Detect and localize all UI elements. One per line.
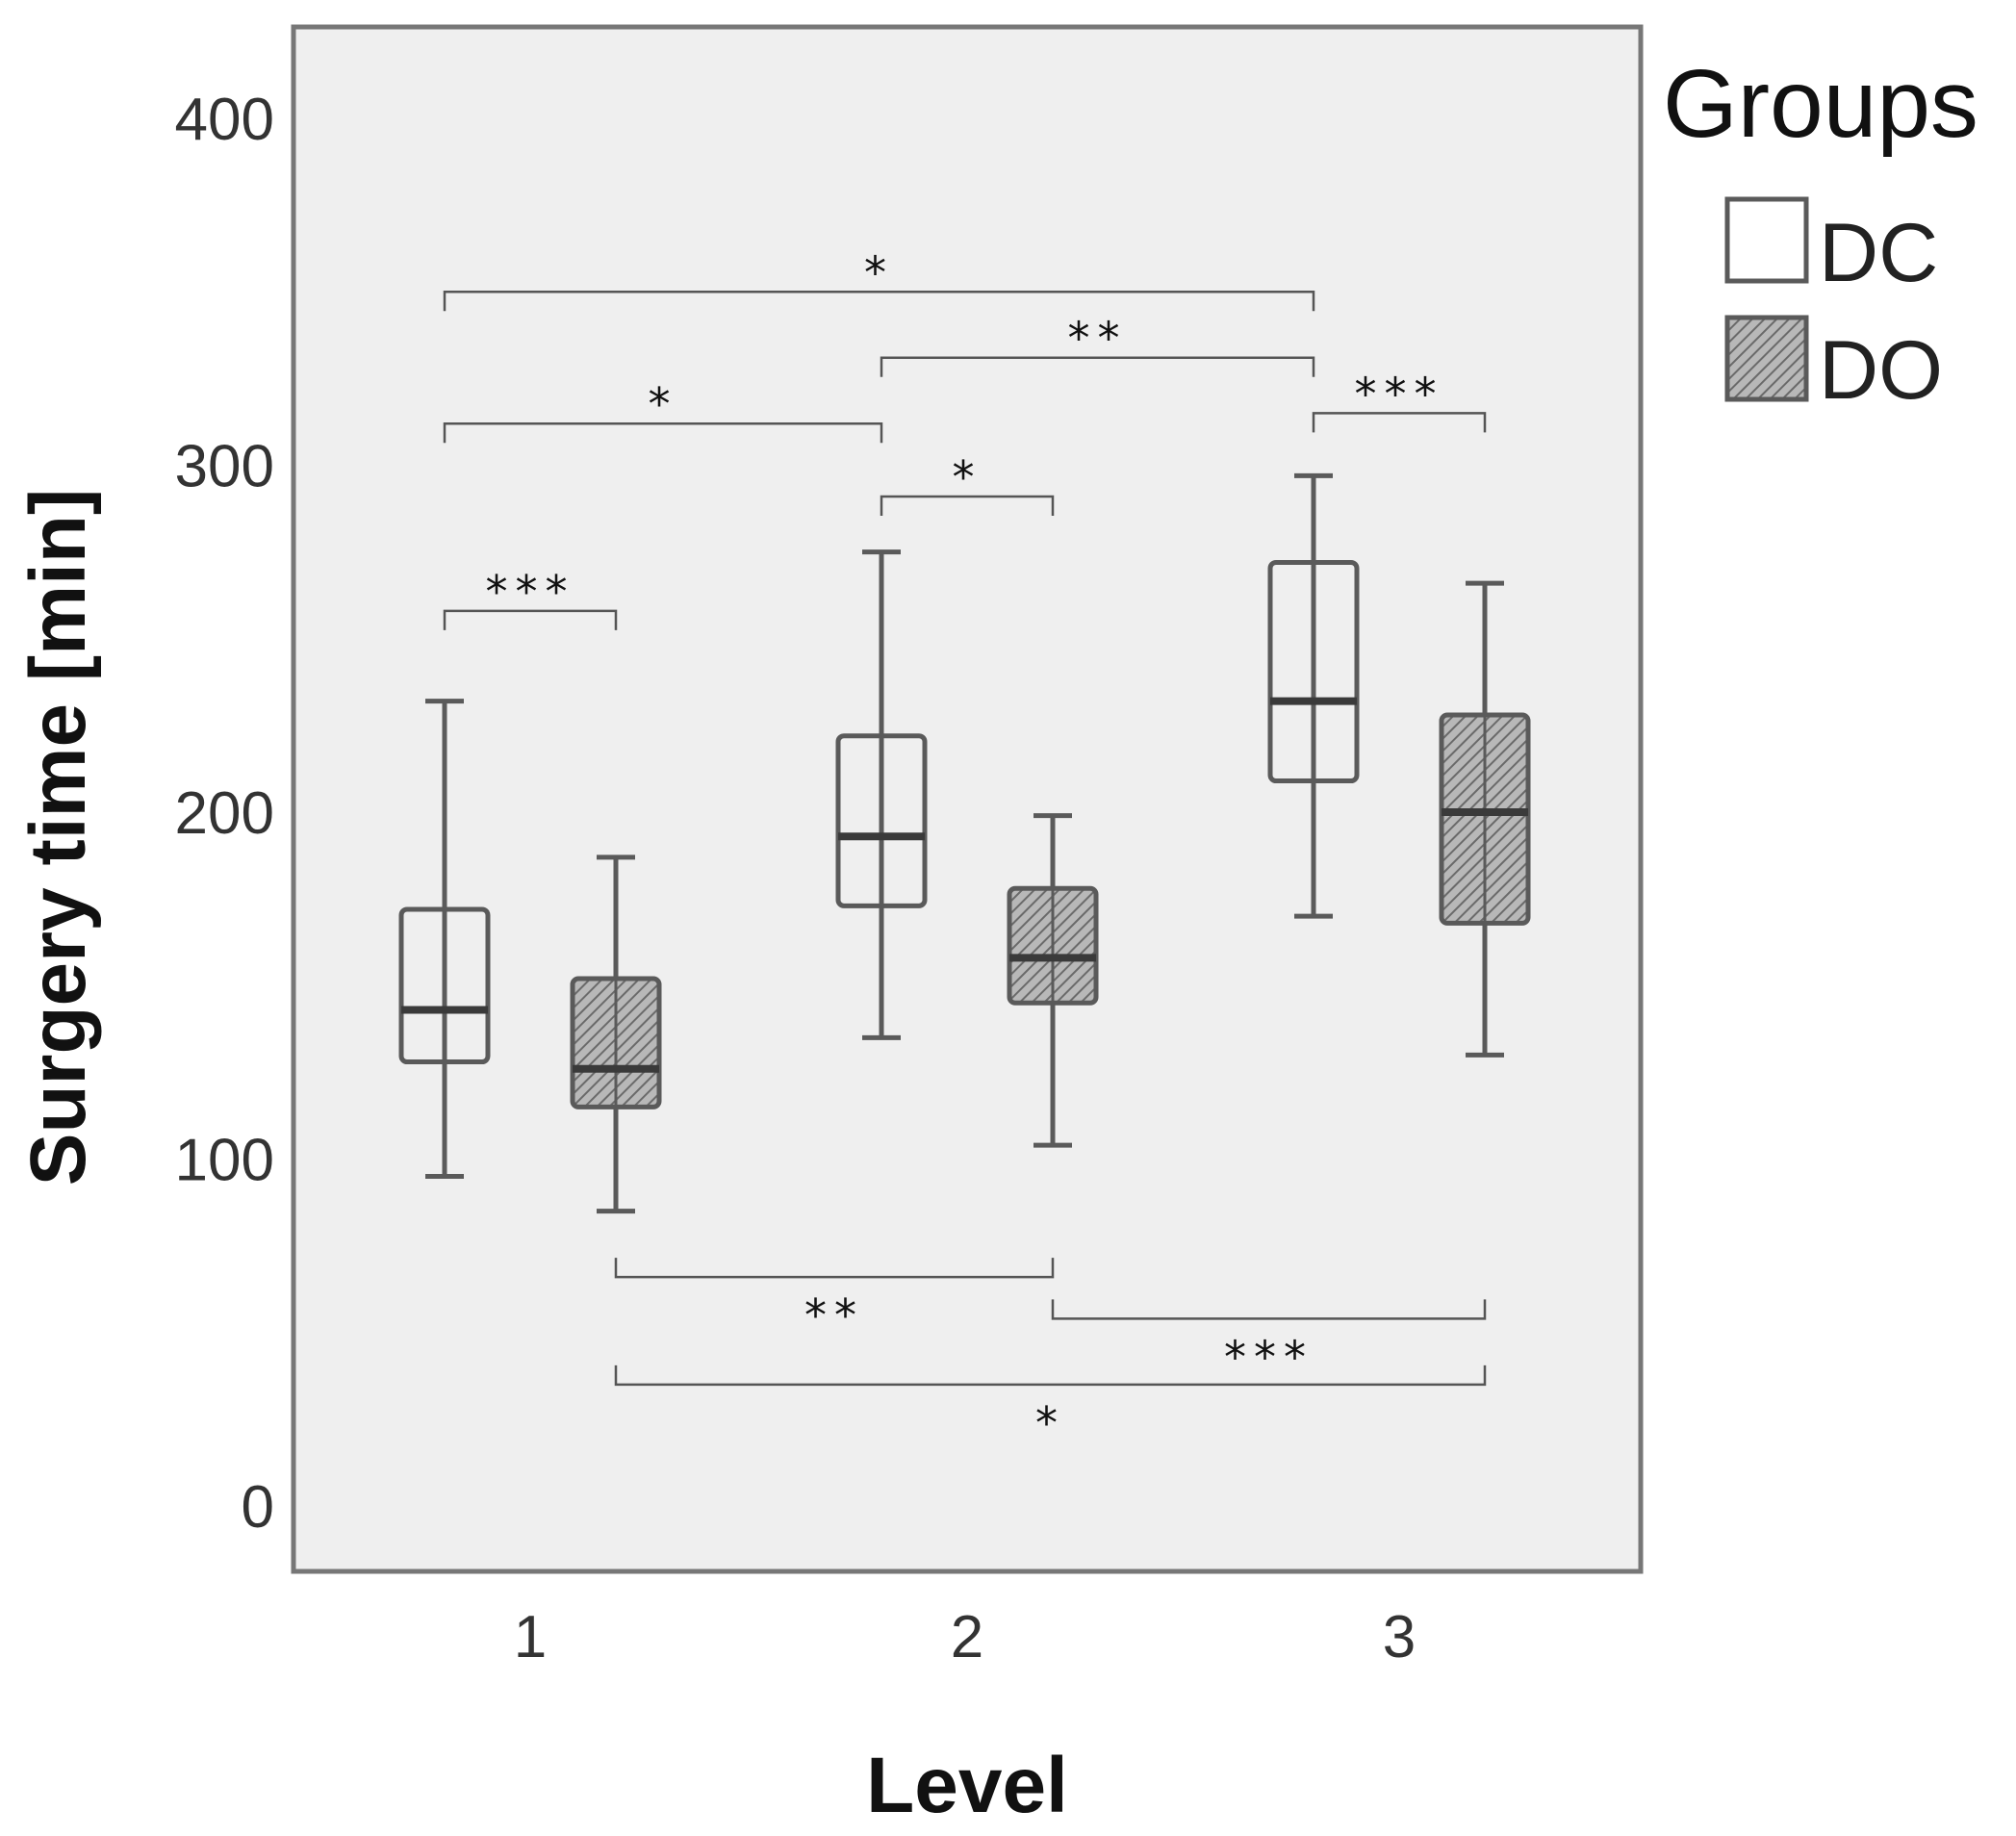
y-axis-ticks: 0 100 200 300 400	[175, 87, 274, 1541]
legend: Groups DC DO	[1663, 50, 1978, 417]
legend-swatch-do	[1724, 315, 1809, 402]
significance-bracket: ***	[1312, 368, 1487, 433]
significance-label: **	[804, 1289, 864, 1341]
bracket-line	[614, 1258, 1055, 1279]
iqr-box	[398, 906, 491, 1065]
box-dc-level-1	[398, 699, 491, 1180]
y-tick-label: 400	[175, 87, 274, 153]
significance-bracket: *	[880, 451, 1055, 516]
box-plots	[398, 472, 1531, 1214]
significance-label: *	[953, 451, 982, 503]
plot-area	[291, 24, 1644, 1574]
bracket-line	[614, 1364, 1487, 1387]
y-tick-label: 200	[175, 780, 274, 847]
legend-label-dc: DC	[1819, 207, 1938, 299]
iqr-box	[835, 733, 928, 908]
significance-bracket: **	[880, 313, 1315, 377]
significance-label: *	[649, 378, 678, 430]
legend-swatch-dc	[1724, 196, 1809, 284]
bracket-line	[880, 356, 1315, 377]
significance-label: ***	[1224, 1331, 1314, 1383]
legend-title: Groups	[1663, 50, 1978, 158]
bracket-line	[1051, 1299, 1487, 1320]
significance-bracket: ***	[443, 566, 618, 630]
bracket-line	[443, 291, 1315, 312]
y-tick-label: 300	[175, 434, 274, 500]
x-tick-label: 2	[951, 1604, 983, 1670]
box-do-level-3	[1439, 580, 1531, 1058]
significance-bracket: *	[443, 378, 883, 444]
significance-label: *	[864, 246, 894, 298]
box-do-level-1	[570, 854, 662, 1214]
significance-bracket: *	[443, 246, 1315, 312]
box-dc-level-2	[835, 549, 928, 1040]
bracket-line	[1312, 412, 1487, 433]
y-tick-label: 0	[242, 1474, 274, 1541]
significance-brackets: **** *************	[443, 246, 1487, 1449]
significance-bracket: ***	[1051, 1299, 1487, 1383]
significance-label: **	[1068, 313, 1128, 365]
box-do-level-2	[1007, 813, 1099, 1148]
bracket-line	[443, 609, 618, 630]
significance-label: *	[1035, 1397, 1065, 1449]
x-tick-label: 3	[1383, 1604, 1416, 1670]
legend-label-do: DO	[1819, 324, 1943, 417]
x-axis-ticks: 1 2 3	[514, 1604, 1416, 1670]
significance-label: ***	[486, 566, 575, 618]
box-dc-level-3	[1267, 472, 1360, 919]
x-axis-title: Level	[866, 1742, 1068, 1829]
significance-bracket: *	[614, 1364, 1487, 1449]
iqr-box	[1267, 559, 1360, 784]
y-tick-label: 100	[175, 1128, 274, 1194]
x-tick-label: 1	[514, 1604, 547, 1670]
bracket-line	[443, 421, 883, 444]
y-axis-title: Surgery time [min]	[14, 489, 102, 1186]
significance-label: ***	[1355, 368, 1444, 420]
significance-bracket: **	[614, 1258, 1055, 1341]
bracket-line	[880, 495, 1055, 516]
